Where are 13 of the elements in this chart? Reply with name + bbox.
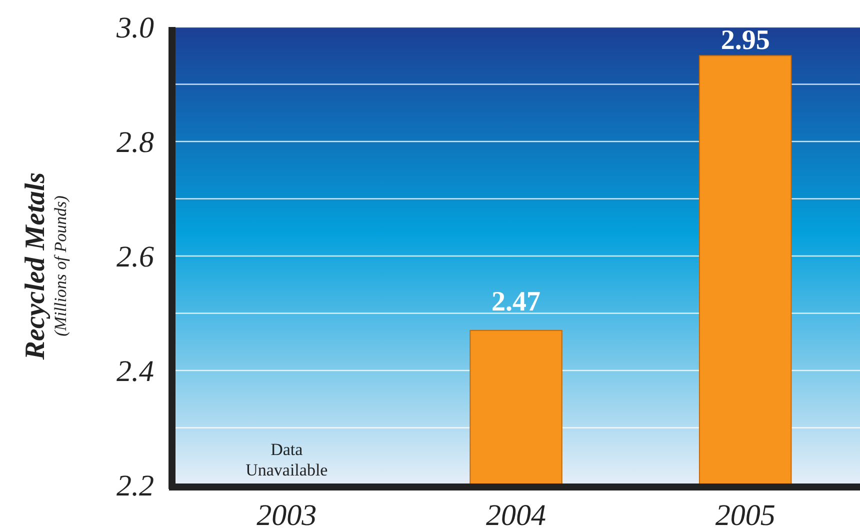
data-label: 2.95: [720, 25, 770, 56]
annotation: Data Unavailable: [246, 440, 328, 480]
data-label: 2.47: [492, 286, 540, 318]
y-axis-title: Recycled Metals: [20, 172, 51, 361]
y-tick-label: 2.4: [116, 355, 154, 388]
x-tick-label: 2003: [256, 499, 317, 531]
y-tick-label: 2.2: [116, 470, 154, 502]
x-tick-label: 2005: [715, 499, 776, 531]
x-tick-label: 2004: [486, 499, 546, 531]
y-tick-label: 2.6: [116, 240, 154, 274]
y-tick-label: 3.0: [116, 12, 154, 44]
text: (Millions of Pounds): [51, 195, 70, 336]
y-tick-label: 2.8: [116, 126, 154, 159]
